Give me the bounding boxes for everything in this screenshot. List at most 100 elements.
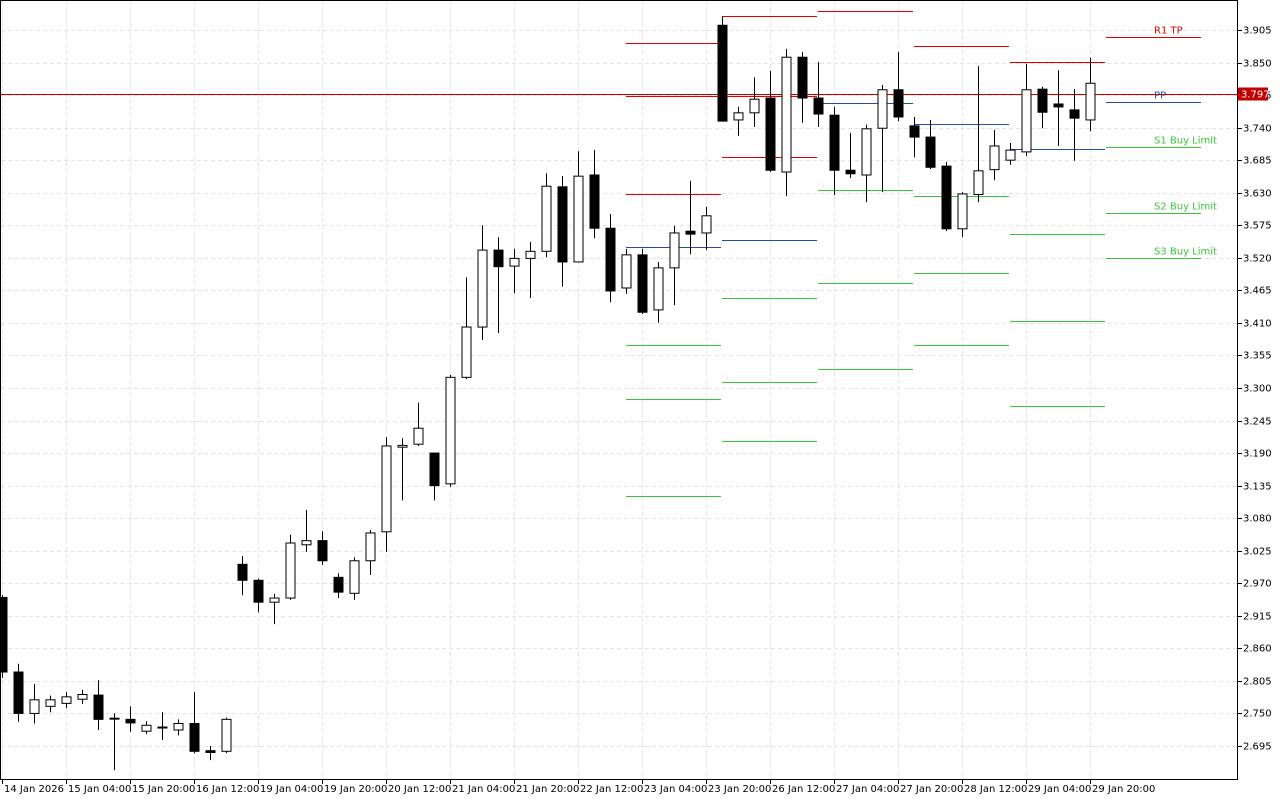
y-tick-label: 3.245 <box>1243 417 1272 428</box>
candle-body <box>893 89 904 118</box>
candle-body <box>397 444 408 448</box>
candle-body <box>157 726 168 729</box>
candle-body <box>93 694 104 720</box>
y-tick-label: 3.850 <box>1243 59 1272 70</box>
candle-body <box>333 576 344 593</box>
candle-body <box>797 56 808 99</box>
candle-body <box>285 542 296 599</box>
candle-body <box>573 175 584 263</box>
x-tick-label: 29 Jan 04:00 <box>1028 784 1091 795</box>
candle-body <box>621 254 632 289</box>
x-tick-label: 26 Jan 12:00 <box>772 784 835 795</box>
candle-body <box>781 56 792 173</box>
candle-body <box>829 114 840 171</box>
candle-body <box>1037 88 1048 113</box>
y-tick-label: 3.685 <box>1243 156 1272 167</box>
y-tick-label: 3.905 <box>1243 26 1272 37</box>
grid <box>1 1 1237 779</box>
candle-body <box>637 254 648 313</box>
candle-body <box>77 693 88 700</box>
candle-body <box>493 249 504 268</box>
x-tick-label: 15 Jan 04:00 <box>68 784 131 795</box>
last-price-tag <box>1238 87 1268 101</box>
candle-body <box>717 24 728 122</box>
candle-body <box>861 128 872 176</box>
y-tick-label: 2.750 <box>1243 709 1272 720</box>
candle-body <box>269 597 280 603</box>
candle-body <box>973 170 984 195</box>
candle-body <box>653 267 664 311</box>
candle-body <box>685 230 696 235</box>
candle-body <box>109 717 120 720</box>
y-tick-label: 3.630 <box>1243 189 1272 200</box>
candle-body <box>221 718 232 752</box>
x-tick-label: 23 Jan 04:00 <box>644 784 707 795</box>
x-tick-label: 27 Jan 04:00 <box>836 784 899 795</box>
candle-body <box>525 250 536 259</box>
level-label: R1 TP <box>1154 26 1183 37</box>
y-tick-label: 3.575 <box>1243 221 1272 232</box>
candle-body <box>1021 89 1032 153</box>
candle-body <box>317 540 328 562</box>
candle-body <box>189 722 200 752</box>
candle-body <box>509 257 520 267</box>
x-tick-label: 21 Jan 04:00 <box>452 784 515 795</box>
candle-body <box>733 112 744 121</box>
x-tick-label: 19 Jan 04:00 <box>260 784 323 795</box>
y-tick-label: 3.300 <box>1243 384 1272 395</box>
candle-body <box>253 579 264 603</box>
y-tick-label: 3.025 <box>1243 547 1272 558</box>
candle-body <box>0 596 8 673</box>
candle-body <box>749 98 760 114</box>
x-tick-label: 14 Jan 2026 <box>4 784 64 795</box>
last-price-label: 3.797 <box>1241 90 1270 101</box>
candle-body <box>461 326 472 378</box>
candle-body <box>349 560 360 594</box>
plot-frame <box>0 0 1238 780</box>
x-tick-label: 16 Jan 12:00 <box>196 784 259 795</box>
candle-body <box>877 89 888 129</box>
y-tick-label: 2.805 <box>1243 677 1272 688</box>
y-tick-label: 3.355 <box>1243 351 1272 362</box>
candle-body <box>29 699 40 714</box>
y-tick-label: 3.410 <box>1243 319 1272 330</box>
y-tick-label: 2.970 <box>1243 579 1272 590</box>
candle-body <box>589 174 600 229</box>
x-tick-label: 29 Jan 20:00 <box>1092 784 1155 795</box>
x-tick-label: 19 Jan 20:00 <box>324 784 387 795</box>
level-label: S2 Buy Limit <box>1154 202 1217 213</box>
candle-body <box>45 699 56 707</box>
candle-body <box>1085 82 1096 121</box>
candle-body <box>413 427 424 445</box>
candle-body <box>845 169 856 175</box>
y-tick-label: 3.080 <box>1243 514 1272 525</box>
candle-body <box>445 376 456 485</box>
x-tick-label: 15 Jan 20:00 <box>132 784 195 795</box>
candle-body <box>557 186 568 263</box>
level-label: S3 Buy Limit <box>1154 247 1217 258</box>
candle-body <box>173 722 184 731</box>
candle-body <box>1069 109 1080 119</box>
candle-body <box>813 97 824 115</box>
y-tick-label: 2.915 <box>1243 612 1272 623</box>
candle-body <box>605 227 616 292</box>
candle-body <box>61 696 72 704</box>
candle-body <box>301 540 312 546</box>
candle-body <box>429 452 440 487</box>
y-tick-label: 3.135 <box>1243 482 1272 493</box>
y-tick-label: 3.190 <box>1243 449 1272 460</box>
level-label: PP <box>1154 91 1166 102</box>
candle-body <box>381 445 392 533</box>
candle-body <box>957 193 968 230</box>
level-label: S1 Buy Limit <box>1154 136 1217 147</box>
candle-body <box>669 232 680 269</box>
candle-body <box>477 249 488 328</box>
candle-body <box>989 145 1000 171</box>
x-tick-label: 20 Jan 12:00 <box>388 784 451 795</box>
candles <box>0 16 1096 771</box>
candle-body <box>765 97 776 171</box>
candle-body <box>1053 103 1064 108</box>
y-tick-label: 2.695 <box>1243 742 1272 753</box>
